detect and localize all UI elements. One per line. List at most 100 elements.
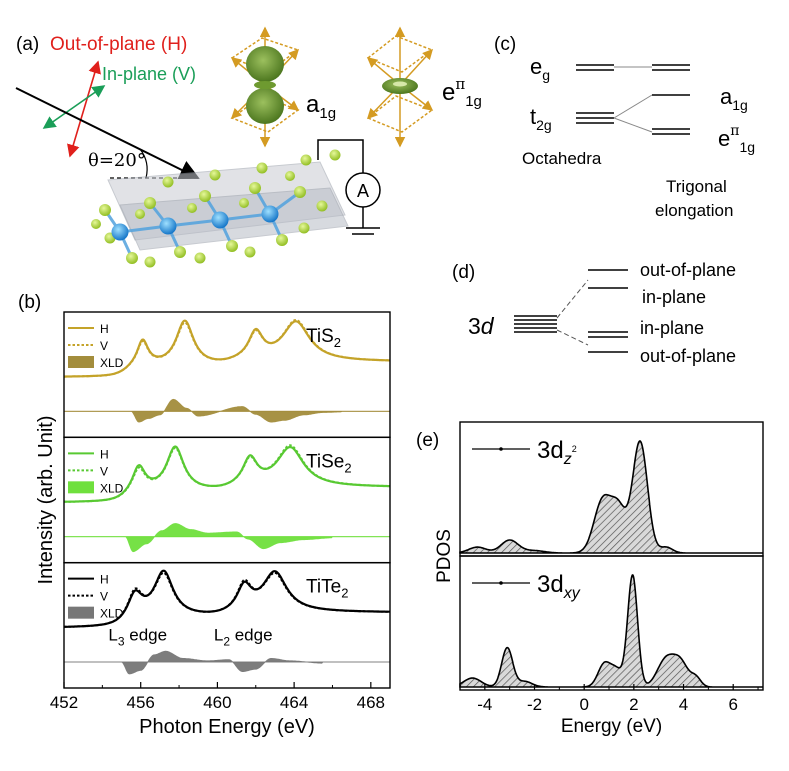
pdos-legend-sub: xy xyxy=(563,585,581,602)
trigonal-levels xyxy=(652,64,690,135)
a1g-level-sub: 1g xyxy=(732,97,748,113)
sample-label-tis: TiS2 xyxy=(306,326,341,350)
pdos-x-tick-label: 2 xyxy=(629,695,638,714)
3d-correlation-lines xyxy=(556,279,589,346)
epi1g-orbital-icon xyxy=(366,26,434,148)
xas-y-axis-label: Intensity (arb. Unit) xyxy=(35,416,57,585)
octahedra-label: Octahedra xyxy=(522,149,602,168)
trigonal-label-1: Trigonal xyxy=(666,177,727,196)
split-label-2: in-plane xyxy=(642,287,706,307)
split-levels xyxy=(588,269,628,353)
split-label-3: in-plane xyxy=(640,318,704,338)
split-label-4: out-of-plane xyxy=(640,346,736,366)
crystal-structure xyxy=(91,149,349,268)
x-tick-label: 452 xyxy=(50,693,78,712)
panel-a-label: (a) xyxy=(16,34,39,55)
h-spectrum-tite xyxy=(64,569,390,628)
eg-label: eg xyxy=(530,54,550,83)
split-label-1: out-of-plane xyxy=(640,260,736,280)
xld-area-tise xyxy=(63,523,391,553)
x-tick-label: 464 xyxy=(280,693,308,712)
3d-main: 3 xyxy=(468,313,481,339)
in-plane-label: In-plane (V) xyxy=(102,64,196,84)
legend-h-label: H xyxy=(100,447,109,461)
panel-e: (e) 3dz2 3dxy -4 -2 0 2 4 6 Energy (eV) PDOS xyxy=(416,421,764,737)
x-tick-label: 456 xyxy=(127,693,155,712)
panel-d-label: (d) xyxy=(452,262,475,283)
pdos-x-tick-label: -4 xyxy=(477,695,492,714)
h-spectrum-tise xyxy=(63,445,390,503)
pdos-chart: 3dz2 3dxy -4 -2 0 2 4 6 Energy (eV) PDOS xyxy=(434,421,764,737)
xas-subpanel-frame xyxy=(63,561,391,689)
sample-label-sub: 2 xyxy=(344,460,351,475)
a1g-level-main: a xyxy=(720,84,733,109)
edge-label-rest: edge xyxy=(230,626,273,645)
pdos-legend-sub: z xyxy=(563,451,572,468)
xas-x-axis-label: Photon Energy (eV) xyxy=(139,716,315,738)
octahedral-levels xyxy=(576,64,614,124)
epi-level-sub: 1g xyxy=(739,139,755,155)
epi1g-sup: π xyxy=(455,75,465,93)
pdos-legend-marker xyxy=(499,447,503,451)
edge-label-rest: edge xyxy=(125,626,168,645)
pdos-x-tick-label: -2 xyxy=(527,695,542,714)
pdos-x-tick-label: 6 xyxy=(728,695,737,714)
h-polarization-arrow xyxy=(67,60,101,158)
panel-b-label: (b) xyxy=(18,292,41,313)
panel-c-label: (c) xyxy=(494,34,516,55)
ammeter-circuit xyxy=(317,139,381,235)
eg-main: e xyxy=(530,54,542,79)
correlation-lines xyxy=(613,66,653,133)
epi1g-sub: 1g xyxy=(465,93,482,110)
pdos-legend-label-xy: 3dxy xyxy=(537,571,581,602)
epi-level-label: eπ1g xyxy=(718,123,755,155)
legend-v-label: V xyxy=(100,339,108,353)
xld-area-tis xyxy=(63,398,391,423)
trigonal-label-2: elongation xyxy=(655,201,733,220)
legend-v-label: V xyxy=(100,590,108,604)
legend-xld-swatch xyxy=(68,481,94,494)
pdos-x-tick-label: 4 xyxy=(679,695,688,714)
edge-label-sub: 3 xyxy=(118,635,125,649)
eg-sub: g xyxy=(542,67,550,83)
ammeter-symbol: A xyxy=(357,181,369,201)
epi1g-main: e xyxy=(442,79,455,106)
legend-xld-label: XLD xyxy=(100,356,124,370)
pdos-subpanel-frame xyxy=(459,555,764,691)
panel-d: (d) 3d out-of-plane in-plane in-plane ou… xyxy=(452,260,736,366)
legend-v-label: V xyxy=(100,464,108,478)
t2g-main: t xyxy=(530,104,536,129)
t2g-label: t2g xyxy=(530,104,552,133)
pdos-area-z xyxy=(459,440,763,554)
a1g-sub: 1g xyxy=(319,105,336,122)
pdos-area-xy xyxy=(459,574,763,688)
sample-label-tite: TiTe2 xyxy=(306,577,348,601)
epi1g-label: eπ1g xyxy=(442,75,482,110)
out-of-plane-label: Out-of-plane (H) xyxy=(50,34,187,55)
h-spectrum-tis xyxy=(64,319,390,378)
3d-degenerate-levels xyxy=(514,315,557,333)
legend-xld-label: XLD xyxy=(100,481,124,495)
v-polarization-arrow xyxy=(42,85,106,129)
a1g-orbital-icon xyxy=(230,26,300,148)
sample-label-sub: 2 xyxy=(334,335,341,350)
pdos-y-axis-label: PDOS xyxy=(434,529,455,583)
legend-xld-swatch xyxy=(68,606,94,619)
edge-label-sub: 2 xyxy=(223,635,230,649)
t2g-sub: 2g xyxy=(536,117,552,133)
x-tick-label: 460 xyxy=(203,693,231,712)
pdos-legend-marker xyxy=(499,581,503,585)
incident-beam-arrow xyxy=(15,87,200,179)
xld-area-tite xyxy=(64,650,390,675)
x-tick-label: 468 xyxy=(357,693,385,712)
panel-c: (c) eg t2g a1g eπ1g Octahedra Trigonal e… xyxy=(494,34,755,220)
legend-h-label: H xyxy=(100,322,109,336)
edge-label-0: L3 edge xyxy=(108,626,167,649)
sample-label-sub: 2 xyxy=(341,586,348,601)
panel-a: (a) Out-of-plane (H) In-plane (V) θ=20° xyxy=(15,26,482,268)
3d-italic: d xyxy=(481,313,495,339)
legend-xld-label: XLD xyxy=(100,607,124,621)
